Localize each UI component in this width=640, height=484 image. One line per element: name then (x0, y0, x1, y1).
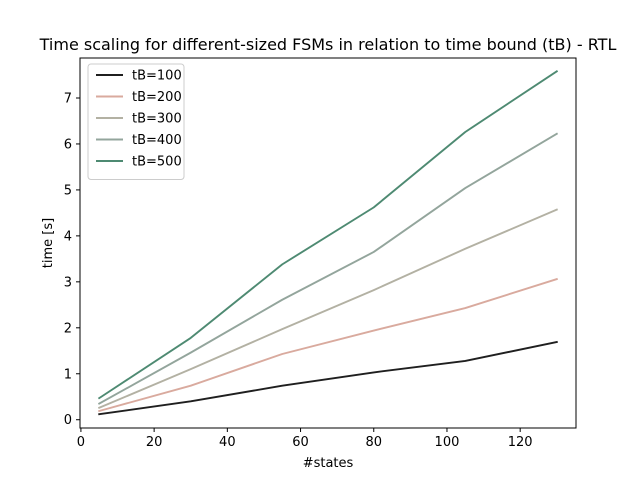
series-line-tb-400 (97, 132, 559, 405)
legend-label: tB=200 (132, 90, 182, 105)
series-layer (97, 70, 559, 416)
legend-label: tB=500 (132, 155, 182, 170)
legend: tB=100 tB=200 tB=300 tB=400 tB=500 (87, 63, 185, 180)
legend-label: tB=100 (132, 69, 182, 84)
plot-frame (79, 57, 577, 429)
y-axis: 0 1 2 3 4 5 6 7 (64, 91, 80, 428)
x-axis: 0 20 40 60 80 100 120 (77, 428, 533, 450)
y-axis-label: time [s] (41, 218, 56, 268)
x-tick-label: 20 (146, 435, 163, 450)
y-tick-label: 4 (64, 229, 72, 244)
y-tick-label: 5 (64, 183, 72, 198)
y-tick-label: 3 (64, 275, 72, 290)
x-tick-label: 120 (508, 435, 533, 450)
x-tick-label: 0 (77, 435, 85, 450)
x-tick-label: 80 (365, 435, 382, 450)
y-tick-label: 7 (64, 91, 72, 106)
series-line-tb-200 (98, 277, 558, 413)
x-tick-label: 100 (435, 435, 460, 450)
series-line-tb-300 (97, 208, 559, 410)
legend-label: tB=400 (132, 133, 182, 148)
y-tick-label: 2 (64, 321, 72, 336)
x-tick-label: 60 (292, 435, 309, 450)
series-line-tb-100 (98, 340, 558, 416)
y-tick-label: 6 (64, 137, 72, 152)
series-line-tb-500 (97, 70, 559, 400)
y-tick-label: 0 (64, 413, 72, 428)
x-tick-label: 40 (219, 435, 236, 450)
legend-label: tB=300 (132, 112, 182, 127)
y-tick-label: 1 (64, 367, 72, 382)
legend-box (87, 63, 185, 180)
x-axis-label: #states (303, 456, 354, 471)
chart-title: Time scaling for different-sized FSMs in… (39, 35, 617, 54)
